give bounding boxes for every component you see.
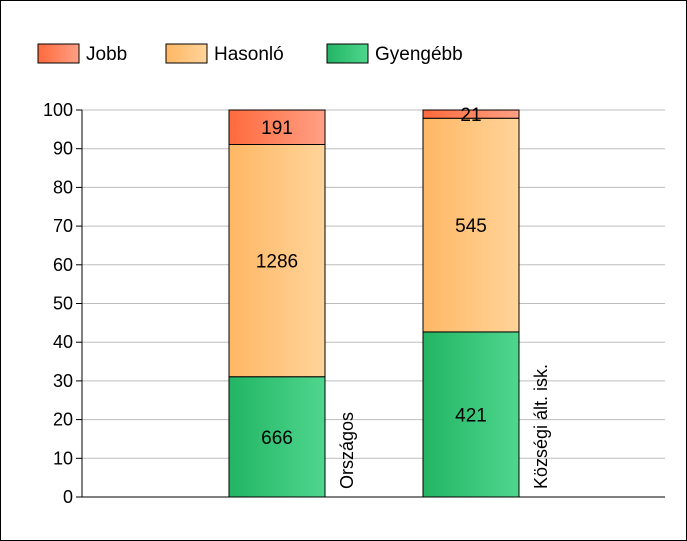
y-axis: 0 10 20 30 40 50 60 70 80 90 100 — [43, 100, 665, 507]
bar-kozsegi-alt-isk-hasonlo — [422, 117, 520, 333]
data-label-kozsegi-alt-isk-gyengebb: 421 — [455, 405, 487, 426]
y-tick-label-10: 10 — [53, 448, 73, 468]
bar-orszagos-gyengebb — [228, 376, 326, 498]
y-tick-label-90: 90 — [53, 139, 73, 159]
data-labels: 666 1286 191 421 545 21 — [256, 105, 487, 449]
category-label-kozsegi-alt-isk: Községi ált. isk. — [531, 364, 551, 489]
legend-swatch-jobb — [37, 43, 80, 64]
legend-swatch-hasonlo — [165, 43, 208, 64]
data-label-kozsegi-alt-isk-jobb: 21 — [460, 105, 481, 126]
legend-label-jobb: Jobb — [86, 44, 127, 65]
y-tick-label-100: 100 — [43, 100, 73, 120]
data-label-orszagos-jobb: 191 — [261, 118, 293, 139]
legend-label-hasonlo: Hasonló — [214, 44, 284, 65]
gridlines — [82, 109, 665, 459]
y-tick-label-0: 0 — [63, 487, 73, 507]
bar-orszagos-hasonlo — [228, 143, 326, 378]
legend-label-gyengebb: Gyengébb — [375, 44, 463, 65]
data-label-kozsegi-alt-isk-hasonlo: 545 — [455, 216, 487, 237]
y-tick-label-60: 60 — [53, 255, 73, 275]
bar-orszagos-jobb — [228, 109, 326, 145]
y-tick-label-50: 50 — [53, 294, 73, 314]
category-labels: Országos Községi ált. isk. — [337, 364, 551, 489]
bar-kozsegi-alt-isk-gyengebb — [422, 331, 520, 498]
category-label-orszagos: Országos — [337, 412, 357, 489]
legend-swatch-gyengebb — [326, 43, 369, 64]
legend: Jobb Hasonló Gyengébb — [37, 43, 463, 65]
bar-kozsegi-alt-isk-jobb — [422, 109, 520, 119]
y-tick-label-20: 20 — [53, 410, 73, 430]
bars — [228, 109, 520, 498]
y-tick-label-70: 70 — [53, 216, 73, 236]
y-tick-label-40: 40 — [53, 332, 73, 352]
data-label-orszagos-hasonlo: 1286 — [256, 252, 298, 273]
y-tick-label-80: 80 — [53, 177, 73, 197]
y-tick-label-30: 30 — [53, 371, 73, 391]
data-label-orszagos-gyengebb: 666 — [261, 428, 293, 449]
